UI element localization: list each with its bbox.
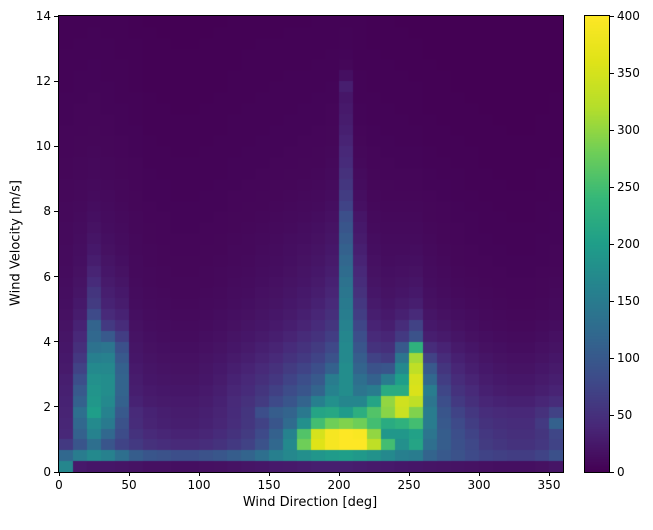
y-tick-mark [54,145,58,147]
y-tick-label: 14 [35,9,51,23]
y-axis-label: Wind Velocity [m/s] [8,180,24,306]
x-tick-label: 50 [121,478,137,492]
x-tick-label: 300 [467,478,491,492]
y-tick-mark [54,341,58,343]
colorbar-canvas [585,16,609,472]
y-tick-label: 2 [43,399,51,414]
y-tick-mark [54,406,58,408]
x-tick-mark [198,472,200,476]
x-tick-mark [128,472,130,476]
colorbar-tick-mark [610,186,614,188]
colorbar-tick-mark [610,243,614,245]
x-tick-mark [548,472,550,476]
colorbar-tick-label: 150 [617,294,640,308]
colorbar-tick-mark [610,414,614,416]
colorbar-tick-label: 200 [617,237,640,251]
x-tick-label: 350 [537,478,561,492]
y-tick-label: 0 [43,465,51,479]
colorbar [584,15,610,473]
colorbar-tick-label: 0 [617,465,625,479]
y-tick-mark [54,15,58,17]
colorbar-tick-mark [610,357,614,359]
x-tick-label: 100 [187,478,211,492]
y-tick-label: 8 [43,204,51,219]
x-tick-mark [408,472,410,476]
y-tick-label: 6 [43,269,51,284]
y-tick-mark [54,80,58,82]
colorbar-tick-mark [610,72,614,74]
y-tick-mark [54,210,58,212]
heatmap-plot [58,15,564,473]
colorbar-tick-label: 400 [617,9,640,23]
colorbar-tick-label: 350 [617,66,640,80]
colorbar-tick-label: 250 [617,180,640,194]
x-tick-label: 0 [55,478,63,492]
x-tick-mark [58,472,60,476]
y-tick-mark [54,276,58,278]
x-tick-label: 250 [397,478,421,492]
colorbar-tick-mark [610,15,614,17]
x-tick-mark [478,472,480,476]
x-tick-label: 150 [257,478,281,492]
colorbar-tick-label: 300 [617,123,640,137]
y-tick-mark [54,471,58,473]
x-tick-label: 200 [327,478,351,492]
colorbar-tick-mark [610,129,614,131]
y-tick-label: 12 [35,74,51,89]
x-tick-mark [338,472,340,476]
colorbar-tick-mark [610,471,614,473]
x-tick-mark [268,472,270,476]
x-axis-label: Wind Direction [deg] [242,495,378,510]
colorbar-tick-label: 100 [617,351,640,365]
colorbar-tick-mark [610,300,614,302]
colorbar-tick-label: 50 [617,408,633,422]
heatmap-canvas [59,16,563,472]
y-tick-label: 10 [35,139,51,154]
y-tick-label: 4 [43,334,51,349]
